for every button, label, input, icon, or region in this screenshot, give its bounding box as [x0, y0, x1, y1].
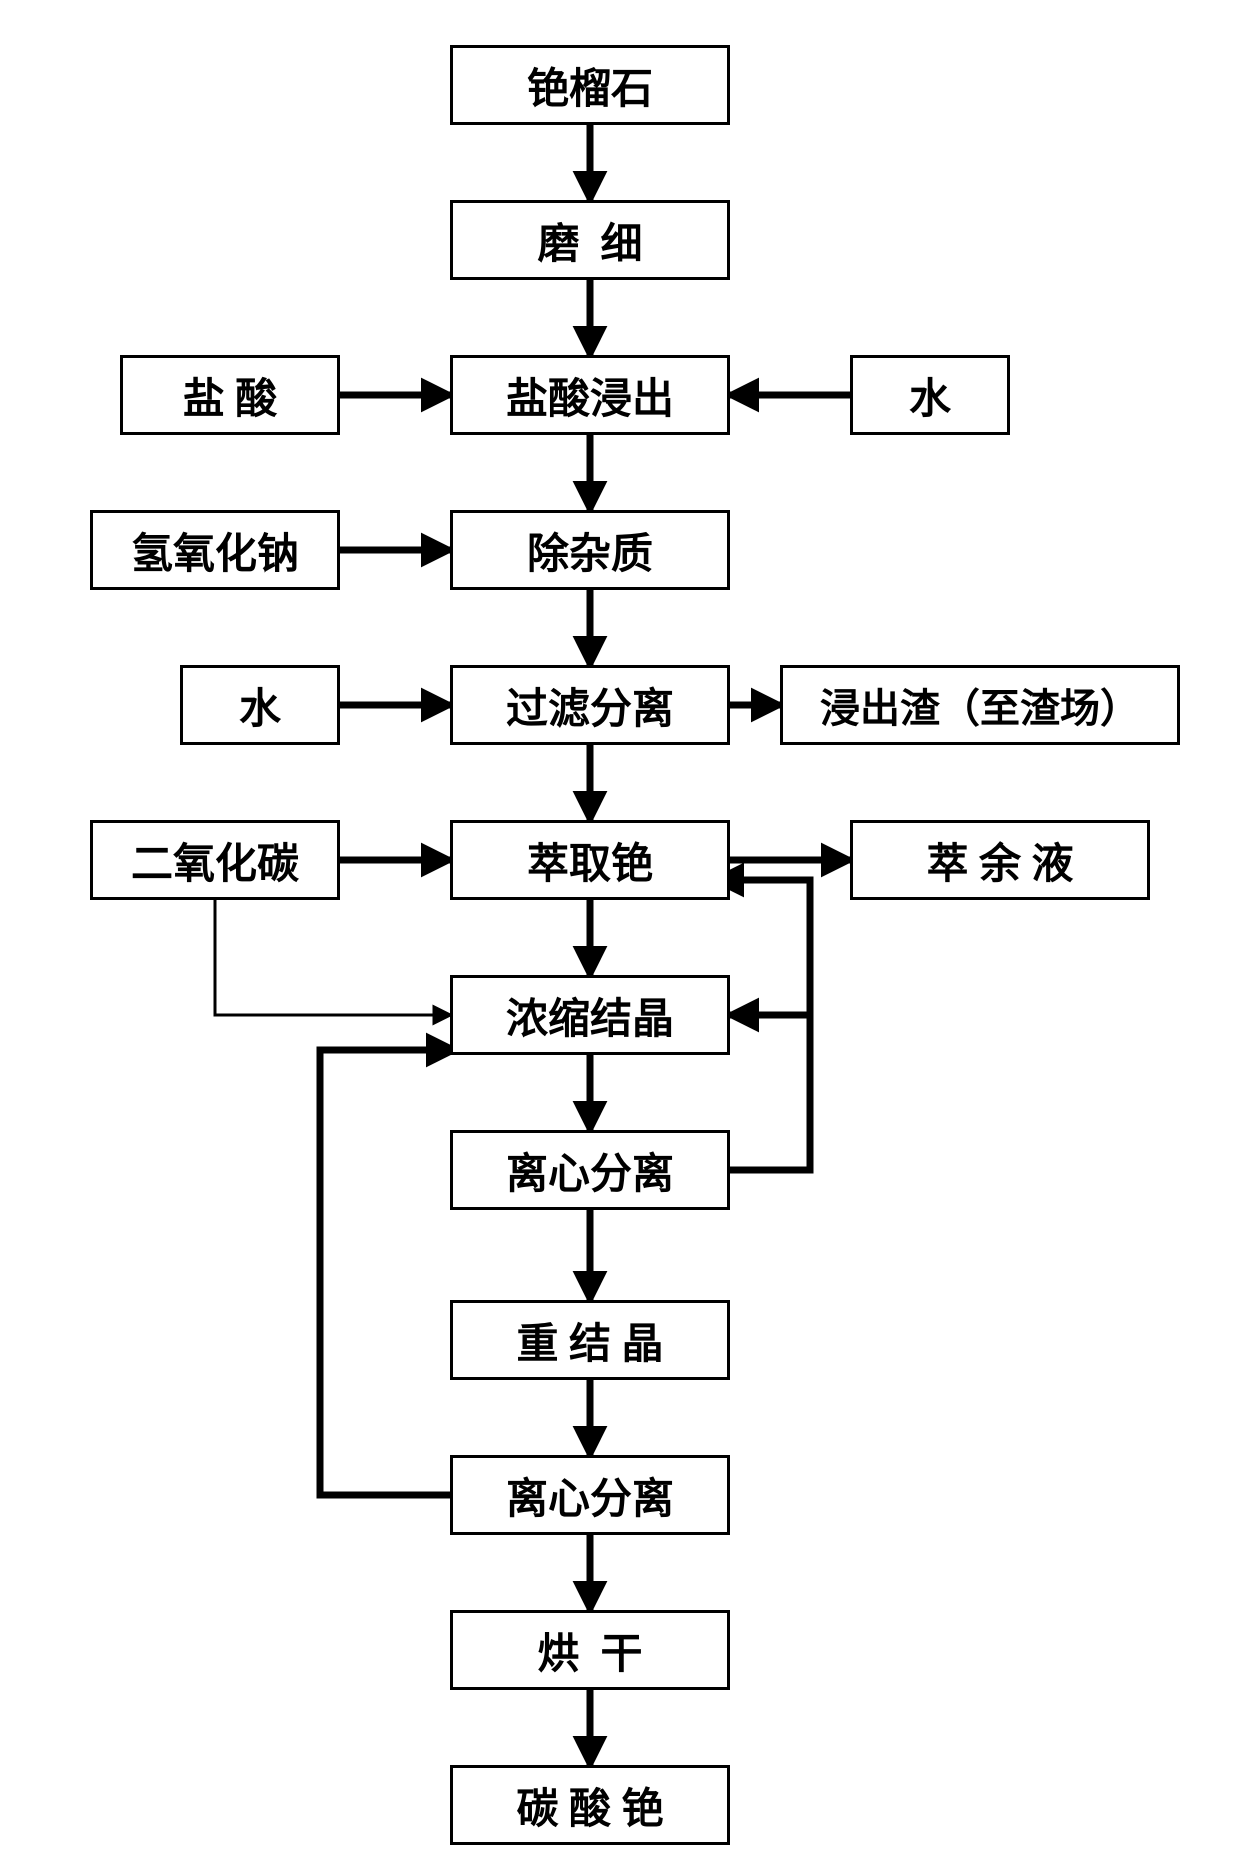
node-n3r: 水	[850, 355, 1010, 435]
node-n5: 过滤分离	[450, 665, 730, 745]
edges-layer	[0, 0, 1240, 1873]
node-n10: 离心分离	[450, 1455, 730, 1535]
node-n8: 离心分离	[450, 1130, 730, 1210]
node-n9: 重 结 晶	[450, 1300, 730, 1380]
node-n6l: 二氧化碳	[90, 820, 340, 900]
node-n3l: 盐 酸	[120, 355, 340, 435]
node-n1: 铯榴石	[450, 45, 730, 125]
node-n4: 除杂质	[450, 510, 730, 590]
node-n6: 萃取铯	[450, 820, 730, 900]
node-n4l: 氢氧化钠	[90, 510, 340, 590]
node-n5l: 水	[180, 665, 340, 745]
node-n11: 烘 干	[450, 1610, 730, 1690]
node-n5r: 浸出渣（至渣场）	[780, 665, 1180, 745]
node-n7: 浓缩结晶	[450, 975, 730, 1055]
node-n3: 盐酸浸出	[450, 355, 730, 435]
node-n12: 碳 酸 铯	[450, 1765, 730, 1845]
node-n2: 磨 细	[450, 200, 730, 280]
node-n6r: 萃 余 液	[850, 820, 1150, 900]
flowchart-canvas: 铯榴石磨 细盐酸浸出盐 酸水除杂质氢氧化钠过滤分离水浸出渣（至渣场）萃取铯二氧化…	[0, 0, 1240, 1873]
